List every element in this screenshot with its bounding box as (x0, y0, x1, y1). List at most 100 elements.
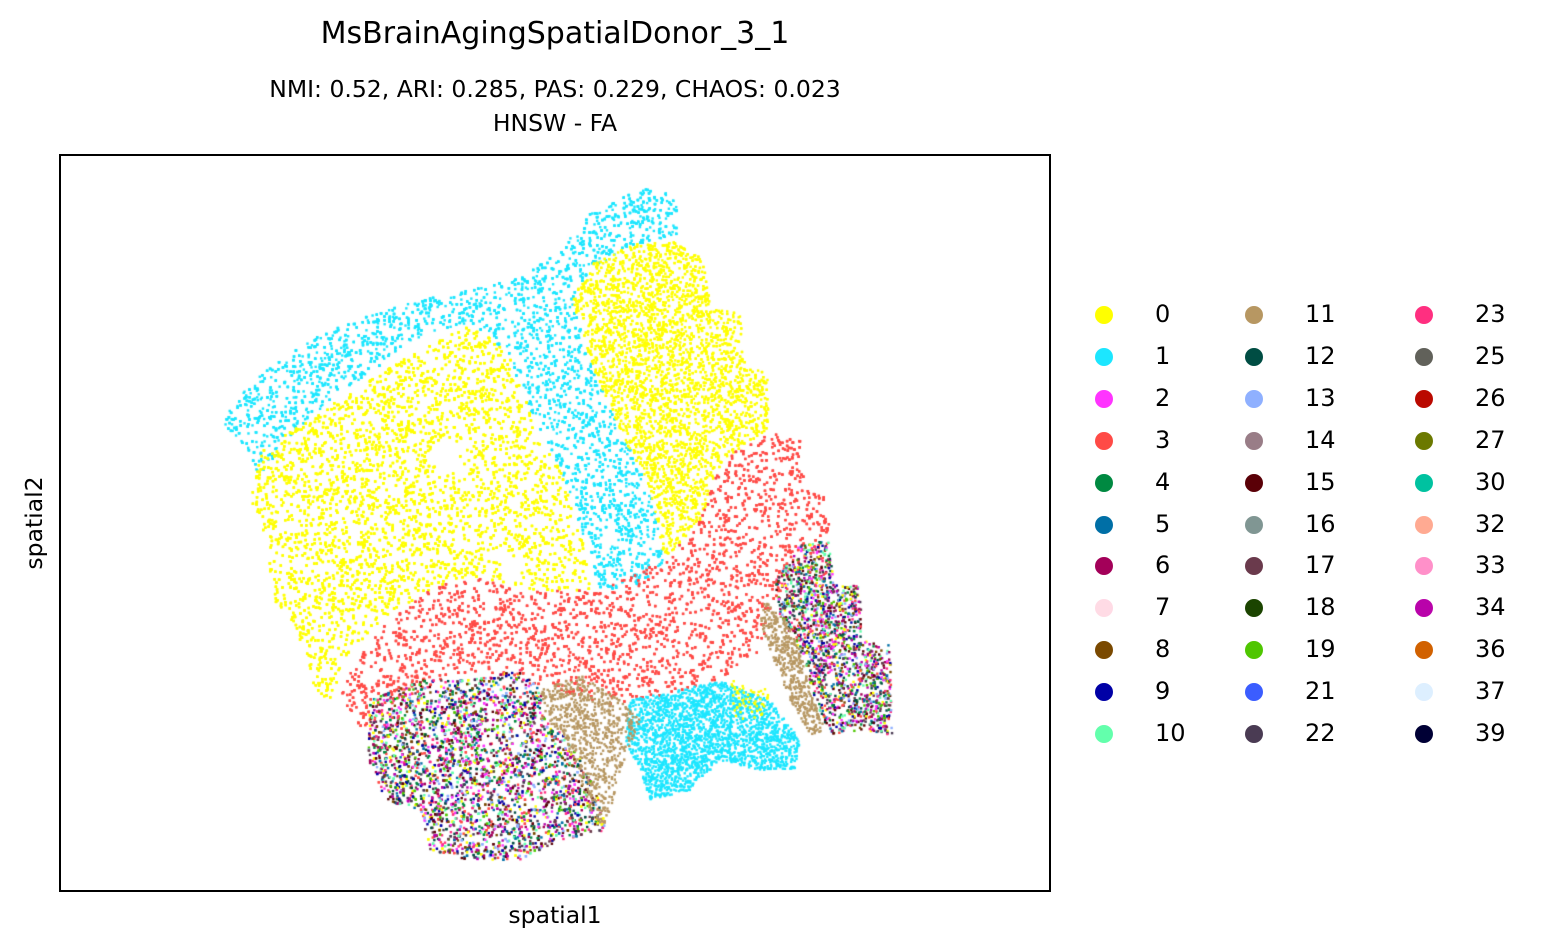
legend-label: 33 (1475, 551, 1506, 580)
legend-label: 32 (1475, 509, 1506, 538)
spatial-scatter-points (61, 156, 1049, 890)
legend-item-5: 5 (1085, 508, 1205, 540)
legend-item-13: 13 (1235, 382, 1355, 414)
legend-label: 4 (1155, 467, 1171, 496)
legend-label: 1 (1155, 341, 1171, 370)
legend-marker (1415, 347, 1433, 366)
legend-marker (1415, 557, 1433, 576)
legend-marker (1095, 641, 1113, 660)
legend-label: 21 (1305, 677, 1336, 706)
legend-marker (1095, 473, 1113, 492)
legend-marker (1095, 557, 1113, 576)
legend-label: 2 (1155, 383, 1171, 412)
legend-item-16: 16 (1235, 508, 1355, 540)
legend-label: 13 (1305, 383, 1336, 412)
legend-marker (1415, 473, 1433, 492)
legend-label: 30 (1475, 467, 1506, 496)
legend-label: 6 (1155, 551, 1171, 580)
legend-marker (1095, 431, 1113, 450)
legend-marker (1415, 683, 1433, 702)
legend-marker (1095, 515, 1113, 534)
legend-label: 34 (1475, 593, 1506, 622)
legend-marker (1245, 306, 1263, 324)
legend-item-11: 11 (1235, 298, 1355, 330)
legend-item-33: 33 (1405, 549, 1525, 581)
legend-label: 10 (1155, 719, 1186, 747)
legend-marker (1095, 599, 1113, 618)
legend-marker (1415, 306, 1433, 324)
legend-item-34: 34 (1405, 591, 1525, 623)
legend-label: 8 (1155, 635, 1171, 664)
legend-marker (1415, 725, 1433, 743)
legend-label: 7 (1155, 593, 1171, 622)
legend-label: 15 (1305, 467, 1336, 496)
metrics-subtitle: NMI: 0.52, ARI: 0.285, PAS: 0.229, CHAOS… (269, 75, 841, 103)
legend-item-1: 1 (1085, 340, 1205, 372)
legend-item-15: 15 (1235, 466, 1355, 498)
legend-item-22: 22 (1235, 717, 1355, 749)
legend-label: 19 (1305, 635, 1336, 664)
legend-label: 18 (1305, 593, 1336, 622)
legend-marker (1415, 431, 1433, 450)
legend-label: 14 (1305, 425, 1336, 454)
legend-marker (1095, 389, 1113, 408)
legend-item-32: 32 (1405, 508, 1525, 540)
legend-item-7: 7 (1085, 591, 1205, 623)
legend-item-6: 6 (1085, 549, 1205, 581)
plot-area (59, 154, 1051, 892)
legend-label: 27 (1475, 425, 1506, 454)
legend-item-8: 8 (1085, 633, 1205, 665)
x-axis-label: spatial1 (508, 901, 602, 929)
legend-item-2: 2 (1085, 382, 1205, 414)
legend-item-26: 26 (1405, 382, 1525, 414)
legend-marker (1245, 473, 1263, 492)
legend-marker (1245, 557, 1263, 576)
legend-label: 22 (1305, 719, 1336, 747)
method-subtitle: HNSW - FA (492, 109, 618, 137)
legend-marker (1095, 725, 1113, 743)
legend-item-36: 36 (1405, 633, 1525, 665)
legend-item-27: 27 (1405, 424, 1525, 456)
legend-label: 37 (1475, 677, 1506, 706)
legend-item-9: 9 (1085, 675, 1205, 707)
legend-marker (1415, 599, 1433, 618)
legend-item-23: 23 (1405, 298, 1525, 330)
legend-marker (1245, 431, 1263, 450)
legend-label: 9 (1155, 677, 1171, 706)
legend-item-21: 21 (1235, 675, 1355, 707)
legend-item-3: 3 (1085, 424, 1205, 456)
legend-item-18: 18 (1235, 591, 1355, 623)
legend-marker (1245, 389, 1263, 408)
y-axis-label: spatial2 (20, 476, 48, 570)
legend-marker (1095, 683, 1113, 702)
legend-marker (1415, 389, 1433, 408)
legend-item-4: 4 (1085, 466, 1205, 498)
legend-marker (1415, 515, 1433, 534)
legend-marker (1095, 306, 1113, 324)
legend-item-39: 39 (1405, 717, 1525, 749)
legend-label: 36 (1475, 635, 1506, 664)
legend-marker (1245, 515, 1263, 534)
legend-label: 17 (1305, 551, 1336, 580)
legend-label: 11 (1305, 300, 1336, 328)
legend-label: 39 (1475, 719, 1506, 747)
legend-label: 25 (1475, 341, 1506, 370)
legend-item-19: 19 (1235, 633, 1355, 665)
legend-label: 3 (1155, 425, 1171, 454)
legend-marker (1245, 599, 1263, 618)
legend-item-37: 37 (1405, 675, 1525, 707)
legend-marker (1245, 347, 1263, 366)
chart-title: MsBrainAgingSpatialDonor_3_1 (320, 16, 790, 51)
legend-item-10: 10 (1085, 717, 1205, 749)
legend-label: 23 (1475, 300, 1506, 328)
legend-label: 5 (1155, 509, 1171, 538)
legend-marker (1245, 683, 1263, 702)
legend-label: 26 (1475, 383, 1506, 412)
legend-item-14: 14 (1235, 424, 1355, 456)
legend-item-25: 25 (1405, 340, 1525, 372)
legend-marker (1245, 641, 1263, 660)
legend-marker (1415, 641, 1433, 660)
legend-item-12: 12 (1235, 340, 1355, 372)
legend-label: 12 (1305, 341, 1336, 370)
legend-marker (1245, 725, 1263, 743)
